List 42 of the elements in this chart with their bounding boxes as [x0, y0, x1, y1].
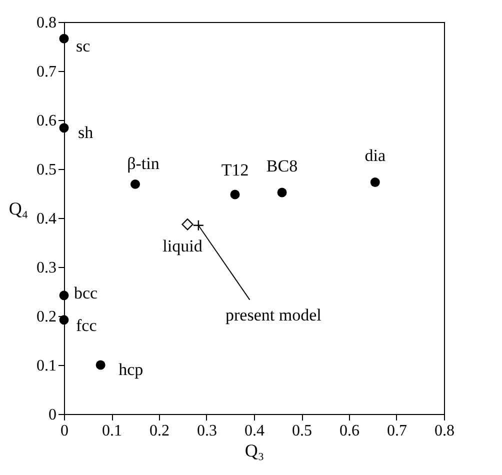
y-tick-label: 0.2	[36, 308, 56, 326]
x-tick-label: 0.8	[434, 422, 454, 440]
point	[96, 360, 106, 370]
x-tick-label: 0.1	[102, 422, 122, 440]
point	[59, 315, 69, 325]
annotation: sh	[78, 122, 94, 142]
annotation: bcc	[74, 283, 98, 302]
point	[192, 220, 204, 231]
y-tick-label: 0.5	[36, 162, 56, 178]
y-axis-title: Q₄	[8, 198, 28, 218]
annotation: fcc	[76, 316, 98, 335]
y-tick-label: 0.3	[36, 260, 56, 276]
point	[370, 177, 380, 187]
annotation: sc	[76, 36, 91, 56]
annotation: BC8	[266, 156, 298, 176]
y-tick-label: 0.7	[36, 64, 56, 80]
point	[277, 188, 287, 198]
annotation: present model	[226, 305, 322, 324]
point	[59, 34, 69, 44]
y-tick-label: 0.6	[36, 112, 56, 130]
annotation: β-tin	[127, 154, 160, 174]
x-tick-label: 0.3	[197, 422, 217, 440]
y-tick-label: 0	[48, 406, 56, 424]
annotation: dia	[364, 146, 386, 166]
annotation: hcp	[118, 360, 144, 379]
x-tick-label: 0	[60, 422, 68, 440]
point	[230, 190, 240, 200]
y-tick-label: 0.1	[36, 358, 56, 374]
x-tick-label: 0.4	[244, 422, 264, 440]
x-tick-label: 0.2	[150, 422, 170, 440]
x-tick-label: 0.7	[387, 422, 407, 440]
point	[59, 123, 69, 133]
y-tick-label: 0.4	[36, 210, 56, 228]
x-tick-label: 0.5	[292, 422, 312, 440]
point	[182, 218, 194, 230]
annotation: liquid	[162, 236, 203, 256]
point	[130, 179, 140, 189]
y-tick-label: 0.8	[36, 14, 56, 32]
x-axis-title: Q₃	[244, 440, 264, 460]
x-tick-label: 0.6	[340, 422, 360, 440]
annotation: T12	[221, 160, 249, 180]
point	[59, 290, 69, 300]
